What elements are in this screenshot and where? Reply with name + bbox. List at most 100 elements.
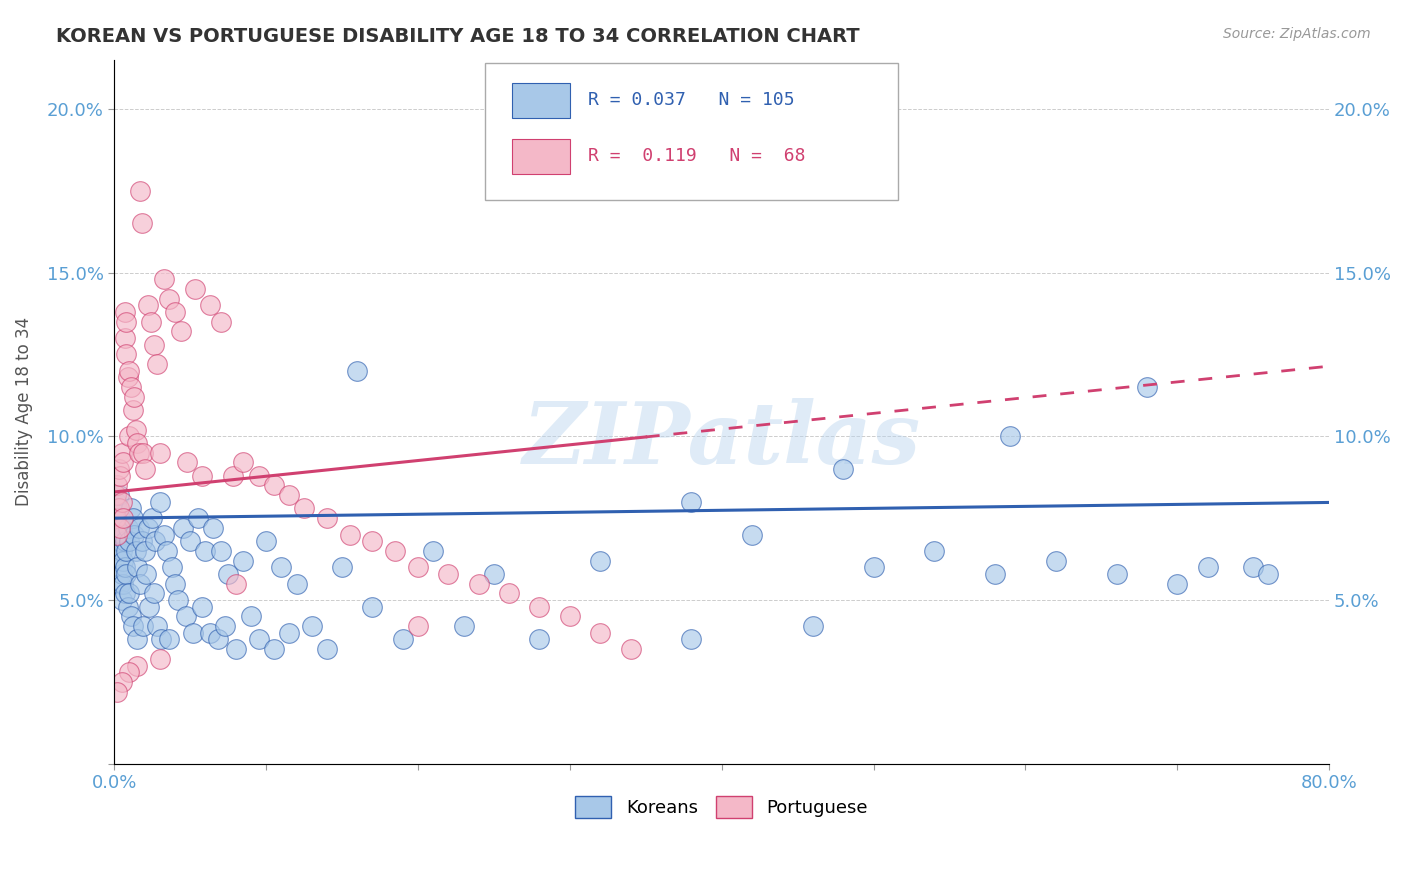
Point — [1000, 429, 1022, 443]
Point — [406, 560, 429, 574]
Point — [316, 642, 339, 657]
Point — [254, 534, 277, 549]
Text: R = 0.037   N = 105: R = 0.037 N = 105 — [588, 92, 794, 110]
Point — [172, 521, 194, 535]
Point — [225, 576, 247, 591]
Point — [346, 364, 368, 378]
Point — [108, 462, 131, 476]
Point — [1136, 380, 1159, 394]
Point — [105, 534, 128, 549]
Point — [832, 462, 855, 476]
Point — [498, 586, 520, 600]
Point — [209, 315, 232, 329]
Point — [156, 544, 179, 558]
Point — [111, 675, 134, 690]
Point — [529, 599, 551, 614]
Point — [111, 495, 134, 509]
Point — [620, 642, 643, 657]
Point — [924, 544, 946, 558]
Text: KOREAN VS PORTUGUESE DISABILITY AGE 18 TO 34 CORRELATION CHART: KOREAN VS PORTUGUESE DISABILITY AGE 18 T… — [56, 27, 860, 45]
Point — [170, 325, 193, 339]
Point — [146, 357, 169, 371]
Point — [129, 576, 152, 591]
Text: R =  0.119   N =  68: R = 0.119 N = 68 — [588, 147, 806, 165]
Point — [125, 658, 148, 673]
Point — [138, 599, 160, 614]
Point — [117, 599, 139, 614]
Point — [129, 184, 152, 198]
Point — [105, 501, 128, 516]
Point — [176, 455, 198, 469]
Point — [184, 282, 207, 296]
Point — [114, 586, 136, 600]
Point — [422, 544, 444, 558]
Point — [118, 586, 141, 600]
Point — [114, 534, 136, 549]
Point — [181, 625, 204, 640]
Point — [105, 521, 128, 535]
Point — [681, 495, 703, 509]
Point — [115, 566, 138, 581]
Point — [115, 544, 138, 558]
Point — [118, 534, 141, 549]
Point — [247, 468, 270, 483]
Point — [125, 435, 148, 450]
Point — [118, 665, 141, 679]
Point — [124, 423, 146, 437]
Point — [207, 632, 229, 647]
Point — [292, 501, 315, 516]
Point — [121, 511, 143, 525]
Point — [104, 511, 127, 525]
Point — [384, 544, 406, 558]
Point — [110, 576, 132, 591]
Point — [1197, 560, 1219, 574]
Point — [134, 462, 156, 476]
Point — [105, 527, 128, 541]
Point — [247, 632, 270, 647]
Point — [111, 544, 134, 558]
Point — [361, 599, 384, 614]
Point — [141, 511, 163, 525]
Point — [681, 632, 703, 647]
Point — [125, 560, 148, 574]
Point — [217, 566, 239, 581]
Point — [149, 445, 172, 459]
Point — [149, 495, 172, 509]
Point — [198, 625, 221, 640]
Point — [801, 619, 824, 633]
Point — [153, 272, 176, 286]
FancyBboxPatch shape — [512, 83, 569, 118]
Point — [392, 632, 415, 647]
Point — [134, 544, 156, 558]
Point — [149, 652, 172, 666]
Point — [131, 216, 153, 230]
Point — [165, 576, 187, 591]
Point — [862, 560, 884, 574]
Point — [128, 445, 150, 459]
Point — [143, 534, 166, 549]
Point — [104, 488, 127, 502]
Point — [361, 534, 384, 549]
Point — [278, 488, 301, 502]
Point — [121, 403, 143, 417]
Point — [121, 619, 143, 633]
Y-axis label: Disability Age 18 to 34: Disability Age 18 to 34 — [15, 318, 32, 507]
Point — [167, 593, 190, 607]
Point — [120, 609, 142, 624]
Point — [339, 527, 361, 541]
Point — [111, 521, 134, 535]
Point — [114, 560, 136, 574]
Point — [104, 511, 127, 525]
Point — [118, 429, 141, 443]
Point — [112, 455, 135, 469]
Point — [984, 566, 1007, 581]
Point — [165, 305, 187, 319]
Point — [558, 609, 581, 624]
Point — [108, 544, 131, 558]
Point — [157, 292, 180, 306]
Point — [187, 511, 209, 525]
Point — [222, 468, 245, 483]
Point — [1166, 576, 1188, 591]
Point — [110, 511, 132, 525]
Point — [270, 560, 292, 574]
